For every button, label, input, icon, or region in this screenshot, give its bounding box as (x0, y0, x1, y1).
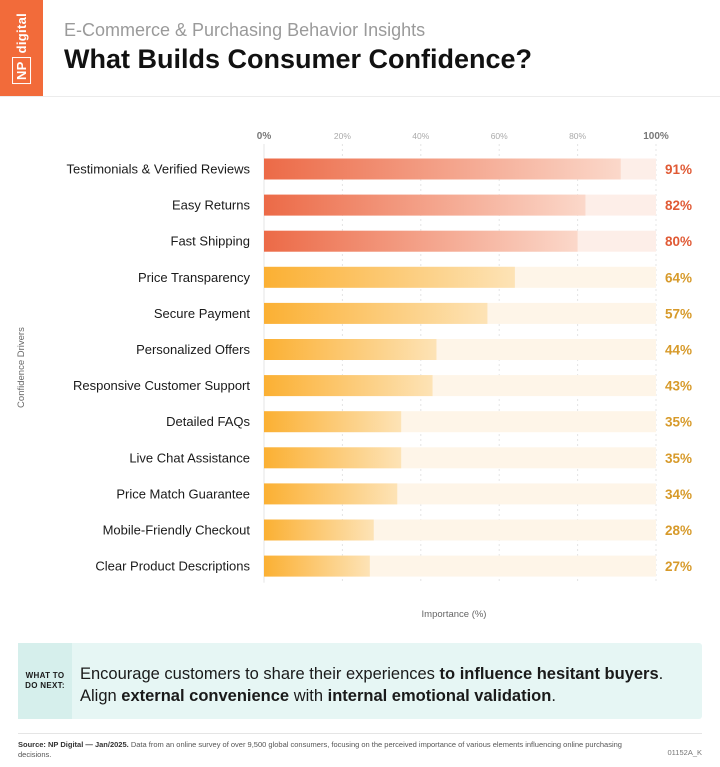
callout-line-1: Encourage customers to share their exper… (80, 665, 664, 683)
value-label: 80% (665, 234, 692, 249)
page-title: What Builds Consumer Confidence? (64, 44, 533, 74)
bar (264, 230, 578, 252)
x-tick-label: 20% (334, 131, 351, 141)
source-note: Source: NP Digital — Jan/2025. Data from… (18, 740, 622, 759)
bar (264, 483, 398, 505)
category-label: Detailed FAQs (166, 414, 250, 429)
bar-chart: 0% 20% 40% 60% 80% 100% Testimonials & Verifie… (16, 131, 692, 620)
x-tick-label: 80% (569, 131, 586, 141)
category-label: Price Match Guarantee (116, 486, 250, 501)
value-label: 35% (665, 451, 692, 466)
category-label: Secure Payment (154, 306, 250, 321)
category-label: Easy Returns (172, 198, 251, 213)
x-tick-label: 0% (257, 131, 272, 142)
bar (264, 519, 374, 541)
logo-word: digital (14, 12, 29, 53)
callout-tag: WHAT TO DO NEXT: (18, 643, 72, 719)
bar (264, 411, 402, 433)
bar (264, 266, 515, 288)
category-label: Fast Shipping (171, 234, 251, 249)
value-label: 91% (665, 162, 692, 177)
bar (264, 555, 370, 577)
value-label: 27% (665, 559, 692, 574)
footer-divider (18, 733, 702, 734)
figure-code: 01152A_K (667, 748, 702, 757)
logo-box: NP (12, 56, 31, 84)
value-label: 64% (665, 270, 692, 285)
category-label: Responsive Customer Support (73, 378, 250, 393)
callout-line-2: Align external convenience with internal… (80, 687, 556, 706)
value-label: 43% (665, 379, 692, 394)
category-label: Personalized Offers (136, 342, 250, 357)
callout-tag-line2: DO NEXT: (25, 681, 65, 690)
value-label: 28% (665, 523, 692, 538)
y-axis-label: Confidence Drivers (16, 327, 27, 408)
bar (264, 302, 488, 324)
callout-tag-line1: WHAT TO (25, 670, 65, 680)
value-label: 35% (665, 415, 692, 430)
page-subtitle: E-Commerce & Purchasing Behavior Insight… (64, 20, 426, 40)
np-digital-logo: NP digital (0, 0, 43, 96)
x-axis-label: Importance (%) (422, 609, 487, 620)
bar (264, 194, 586, 216)
category-label: Price Transparency (138, 270, 250, 285)
bar (264, 447, 402, 469)
category-label: Mobile-Friendly Checkout (103, 523, 251, 538)
category-label: Clear Product Descriptions (95, 559, 250, 574)
value-label: 82% (665, 198, 692, 213)
bar (264, 158, 621, 180)
value-label: 34% (665, 487, 692, 502)
category-label: Live Chat Assistance (129, 450, 250, 465)
x-tick-label: 100% (643, 131, 669, 142)
x-tick-label: 40% (412, 131, 429, 141)
category-label: Testimonials & Verified Reviews (66, 162, 250, 177)
value-label: 57% (665, 306, 692, 321)
bar (264, 375, 433, 397)
header-divider (0, 96, 720, 97)
bar (264, 339, 437, 360)
callout-text: Encourage customers to share their exper… (80, 663, 663, 708)
value-label: 44% (665, 343, 692, 358)
header: NP digital E-Commerce & Purchasing Behavi… (0, 0, 720, 96)
what-to-do-next-callout: WHAT TO DO NEXT: Encourage customers to … (18, 643, 702, 719)
x-tick-label: 60% (491, 131, 508, 141)
